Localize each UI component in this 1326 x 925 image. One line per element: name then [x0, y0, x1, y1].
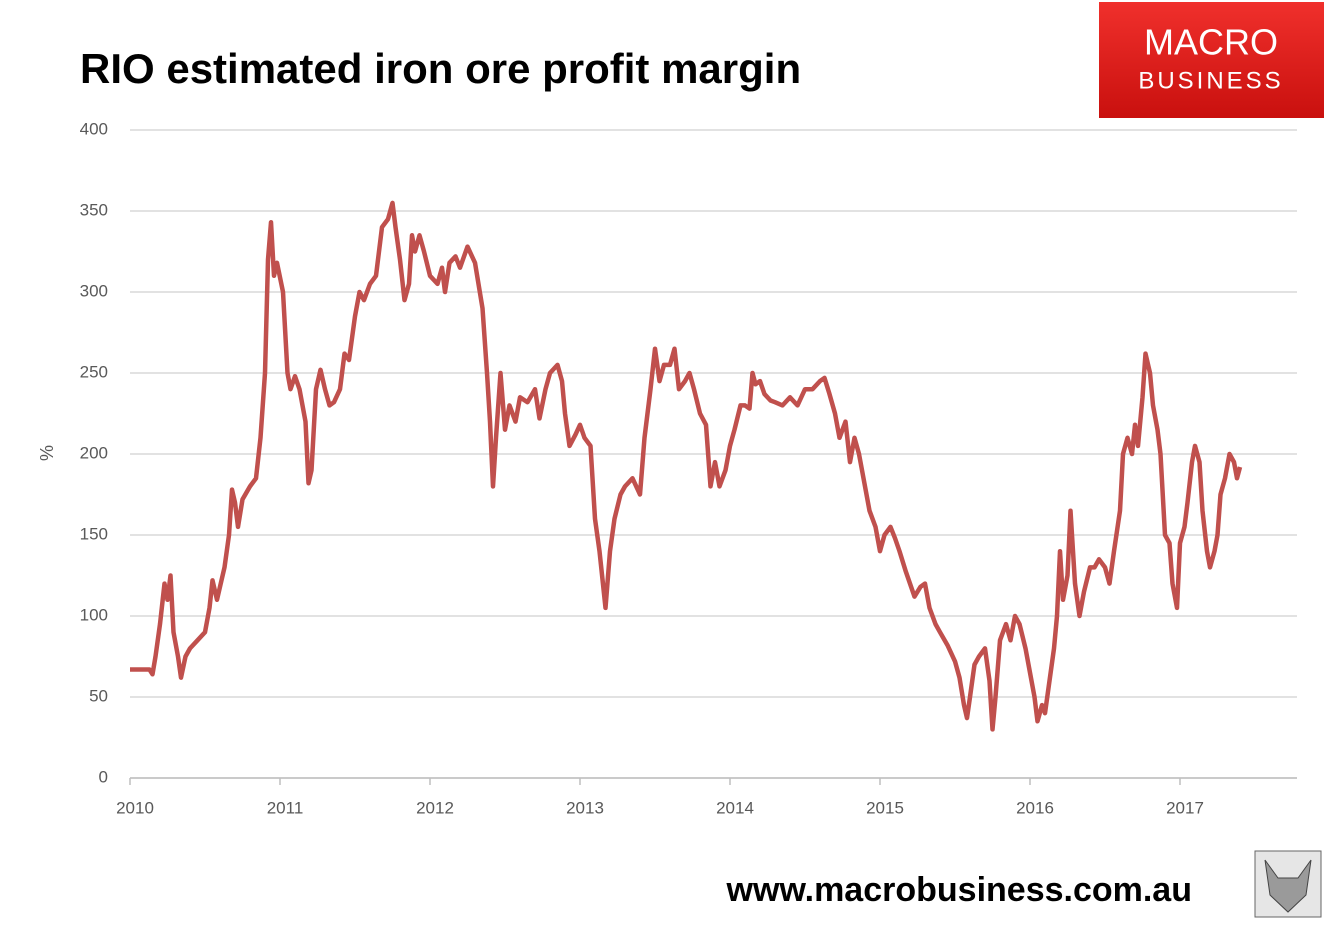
- x-tick-label: 2015: [866, 798, 904, 817]
- y-tick-label: 0: [99, 767, 108, 786]
- y-tick-label: 50: [89, 686, 108, 705]
- y-tick-label: 100: [80, 605, 108, 624]
- x-tick-label: 2016: [1016, 798, 1054, 817]
- logo-text: BUSINESS: [1138, 67, 1283, 94]
- x-tick-label: 2011: [267, 798, 304, 817]
- y-tick-label: 400: [80, 119, 108, 138]
- x-tick-label: 2014: [716, 798, 754, 817]
- logo-box: [1099, 2, 1324, 118]
- x-tick-label: 2013: [566, 798, 604, 817]
- chart-title: RIO estimated iron ore profit margin: [80, 45, 801, 92]
- y-tick-label: 250: [80, 362, 108, 381]
- logo-text: MACRO: [1144, 22, 1278, 63]
- footer-url: www.macrobusiness.com.au: [726, 871, 1192, 909]
- y-tick-label: 300: [80, 281, 108, 300]
- y-tick-label: 200: [80, 443, 108, 462]
- fox-icon: [1264, 859, 1312, 913]
- x-tick-label: 2012: [416, 798, 454, 817]
- y-axis-label: %: [37, 445, 57, 461]
- y-tick-label: 350: [80, 200, 108, 219]
- x-tick-label: 2017: [1166, 798, 1204, 817]
- y-tick-label: 150: [80, 524, 108, 543]
- x-tick-label: 2010: [116, 798, 154, 817]
- data-line: [130, 200, 1243, 732]
